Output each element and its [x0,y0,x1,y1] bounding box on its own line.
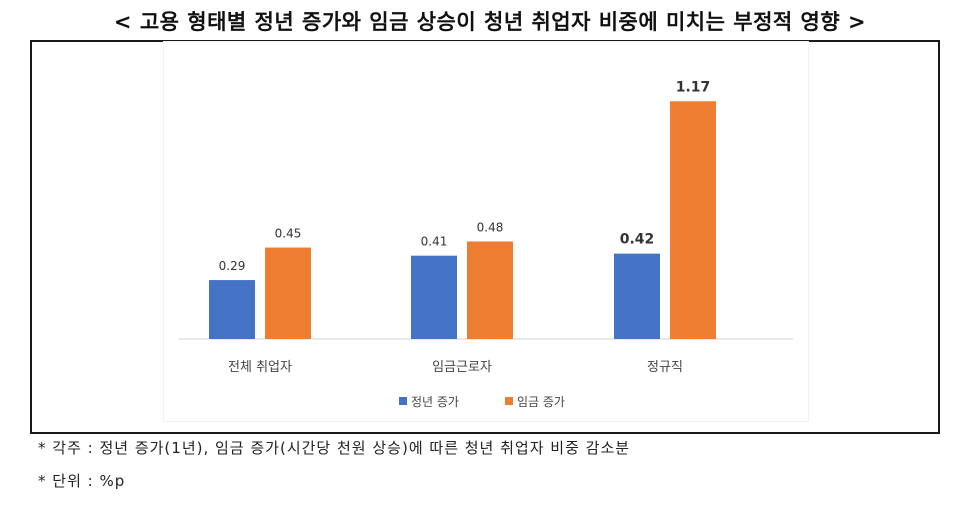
chart-area: 0.29 0.45 0.41 0.48 0.42 1.17 전체 취업자 임금근로자 정규직 … [162,40,810,423]
bar-retirement-0 [209,280,255,339]
unit-note: * 단위 : %p [38,472,126,490]
bar-chart: 0.290.450.410.480.421.17 전체 취업자 임금근로자 정규직 … [162,40,810,423]
category-label: 전체 취업자 [228,360,292,375]
bar-wage-0 [265,247,311,339]
bar-retirement-2 [614,253,660,339]
data-label: 0.48 [477,220,504,234]
data-label: 0.29 [219,259,246,273]
legend-label: 임금 증가 [517,395,565,409]
bar-wage-1 [467,241,513,339]
category-label: 정규직 [647,360,683,375]
data-label: 0.41 [421,235,448,249]
legend-swatch [399,397,407,405]
page-title: < 고용 형태별 정년 증가와 임금 상승이 청년 취업자 비중에 미치는 부정… [113,10,867,34]
data-label: 0.45 [275,227,302,241]
legend-swatch [505,397,513,405]
footnote: * 각주 : 정년 증가(1년), 임금 증가(시간당 천원 상승)에 따른 청… [38,439,631,457]
bar-retirement-1 [411,255,457,339]
legend-label: 정년 증가 [411,395,459,409]
data-label: 0.42 [620,232,655,248]
category-label: 임금근로자 [432,360,492,375]
bar-wage-2 [670,101,716,339]
data-label: 1.17 [676,79,711,95]
